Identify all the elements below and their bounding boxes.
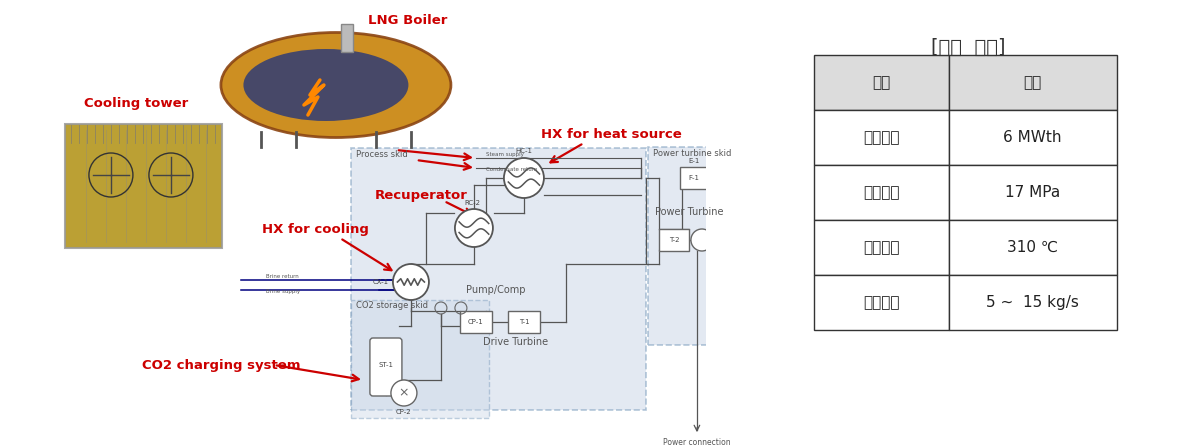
Text: Power Turbine: Power Turbine	[655, 207, 723, 217]
FancyBboxPatch shape	[948, 275, 1117, 330]
Text: Power turbine skid: Power turbine skid	[652, 149, 732, 158]
Text: CP-1: CP-1	[468, 319, 484, 325]
Text: HX for cooling: HX for cooling	[263, 223, 369, 236]
FancyBboxPatch shape	[648, 147, 753, 345]
Text: F-1: F-1	[688, 175, 700, 181]
FancyBboxPatch shape	[350, 148, 646, 410]
Text: 310 ℃: 310 ℃	[1008, 240, 1058, 255]
Circle shape	[504, 158, 543, 198]
Text: Drive Turbine: Drive Turbine	[483, 337, 548, 347]
Text: 설계온도: 설계온도	[863, 240, 900, 255]
FancyBboxPatch shape	[341, 24, 353, 52]
Text: T-2: T-2	[669, 237, 680, 243]
FancyBboxPatch shape	[948, 55, 1117, 110]
Text: Brine return: Brine return	[266, 274, 298, 279]
Text: Power connection: Power connection	[663, 438, 731, 445]
Text: Brine supply: Brine supply	[266, 289, 300, 294]
Text: HC-1: HC-1	[515, 148, 533, 154]
FancyBboxPatch shape	[508, 311, 540, 333]
FancyBboxPatch shape	[948, 220, 1117, 275]
FancyBboxPatch shape	[948, 165, 1117, 220]
Text: CO2 storage skid: CO2 storage skid	[356, 301, 427, 310]
Text: Recuperator: Recuperator	[374, 189, 468, 202]
Text: 항목: 항목	[873, 75, 890, 90]
Text: Cooling tower: Cooling tower	[84, 97, 188, 109]
Text: 설계압력: 설계압력	[863, 185, 900, 200]
Text: Pump/Comp: Pump/Comp	[466, 285, 526, 295]
Text: 사양: 사양	[1024, 75, 1042, 90]
Text: 5 ~  15 kg/s: 5 ~ 15 kg/s	[986, 295, 1079, 310]
Text: Condensate return: Condensate return	[485, 167, 538, 172]
Text: T-1: T-1	[519, 319, 529, 325]
Text: [열원  사양]: [열원 사양]	[931, 37, 1005, 57]
FancyBboxPatch shape	[815, 55, 948, 110]
FancyBboxPatch shape	[659, 229, 689, 251]
Text: ST-1: ST-1	[379, 362, 393, 368]
Text: E-1: E-1	[688, 158, 700, 164]
FancyBboxPatch shape	[948, 110, 1117, 165]
Circle shape	[391, 380, 417, 406]
FancyBboxPatch shape	[369, 338, 401, 396]
FancyBboxPatch shape	[350, 300, 489, 418]
Ellipse shape	[221, 32, 451, 138]
FancyBboxPatch shape	[815, 275, 948, 330]
Text: LNG Boiler: LNG Boiler	[368, 15, 448, 28]
Text: RC-2: RC-2	[464, 200, 480, 206]
Text: 유량범위: 유량범위	[863, 295, 900, 310]
Text: Process skid: Process skid	[356, 150, 407, 159]
FancyBboxPatch shape	[815, 165, 948, 220]
FancyBboxPatch shape	[65, 124, 221, 248]
FancyBboxPatch shape	[459, 311, 491, 333]
Text: CX-1: CX-1	[373, 279, 388, 285]
Circle shape	[455, 209, 493, 247]
Text: 6 MWth: 6 MWth	[1004, 130, 1062, 145]
Text: CO2 charging system: CO2 charging system	[142, 359, 301, 372]
FancyBboxPatch shape	[680, 167, 708, 189]
Text: Steam supply: Steam supply	[485, 152, 523, 157]
Text: 열원용량: 열원용량	[863, 130, 900, 145]
FancyBboxPatch shape	[815, 220, 948, 275]
Text: CP-2: CP-2	[397, 409, 412, 415]
FancyBboxPatch shape	[815, 110, 948, 165]
Text: 17 MPa: 17 MPa	[1005, 185, 1061, 200]
Circle shape	[393, 264, 429, 300]
Text: ×: ×	[399, 387, 410, 400]
Circle shape	[691, 229, 713, 251]
Text: HX for heat source: HX for heat source	[541, 129, 681, 142]
Ellipse shape	[244, 49, 408, 121]
